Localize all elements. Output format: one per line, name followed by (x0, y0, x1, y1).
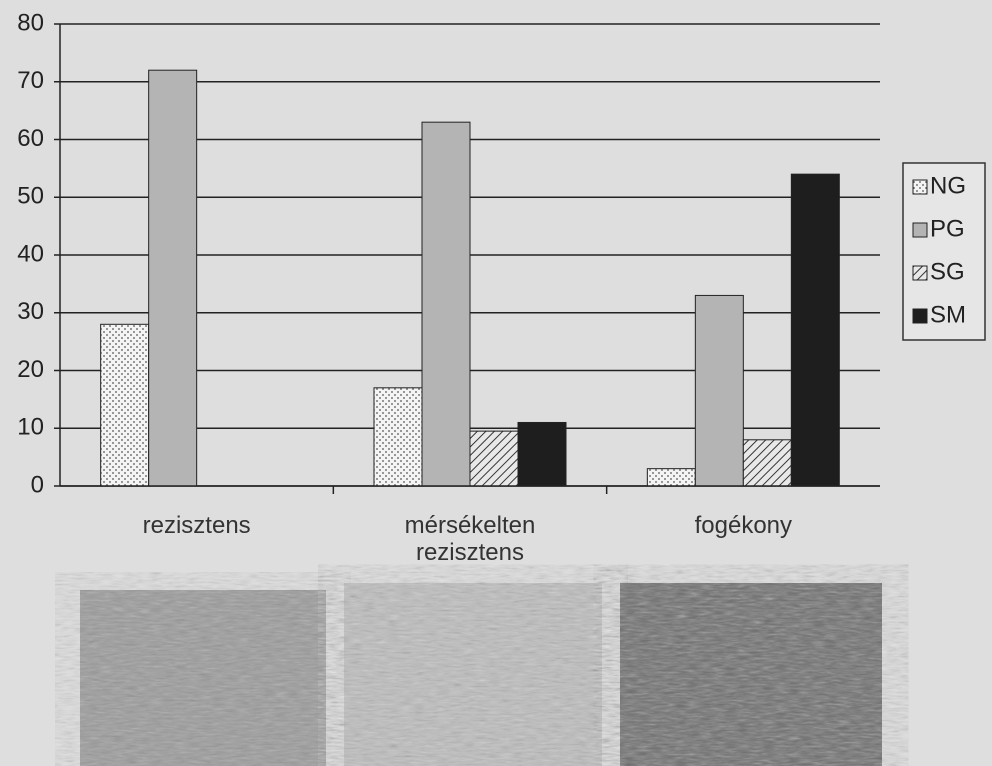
bar (743, 440, 791, 486)
photo-texture (344, 583, 602, 766)
legend-swatch (913, 266, 927, 280)
y-tick-label: 20 (17, 356, 44, 383)
y-tick-label: 70 (17, 67, 44, 94)
bar (647, 469, 695, 486)
legend-label: NG (930, 172, 966, 199)
bar (422, 122, 470, 486)
photos (80, 583, 882, 766)
bar (791, 174, 839, 486)
page: 0 10 20 30 40 50 60 70 80 NG PG SG SM rezisztens mérs… (0, 0, 992, 766)
legend-label: PG (930, 215, 965, 242)
y-tick-label: 40 (17, 240, 44, 267)
legend-swatch (913, 309, 927, 323)
x-tick-label: rezisztens (102, 512, 292, 539)
x-tick-label: fogékony (648, 512, 838, 539)
legend-label: SM (930, 301, 966, 328)
bar (518, 422, 566, 486)
photo-texture (620, 583, 882, 766)
y-tick-label: 30 (17, 298, 44, 325)
legend-swatch (913, 223, 927, 237)
y-tick-label: 0 (31, 471, 44, 498)
y-tick-label: 80 (17, 9, 44, 36)
chart: 0 10 20 30 40 50 60 70 80 NG PG SG SM (0, 0, 992, 766)
bar (470, 431, 518, 486)
x-tick-label: mérsékelten rezisztens (375, 512, 565, 566)
legend-swatch (913, 180, 927, 194)
y-tick-label: 60 (17, 125, 44, 152)
y-tick-label: 10 (17, 414, 44, 441)
bar (695, 295, 743, 486)
y-tick-label: 50 (17, 183, 44, 210)
bar (149, 70, 197, 486)
photo-texture (80, 590, 326, 766)
bar (101, 324, 149, 486)
legend-label: SG (930, 258, 965, 285)
bar (374, 388, 422, 486)
